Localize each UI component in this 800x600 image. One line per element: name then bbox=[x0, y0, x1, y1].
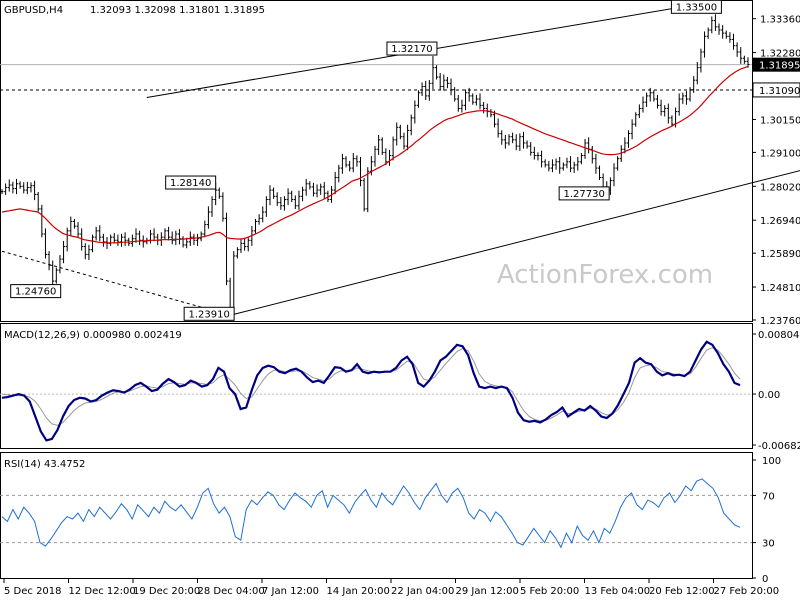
swing-label-box bbox=[670, 0, 722, 14]
price-panel bbox=[0, 0, 753, 322]
swing-label: 1.32170 bbox=[391, 44, 432, 55]
swing-label: 1.23910 bbox=[188, 309, 229, 320]
rsi-tick-label: 100 bbox=[762, 456, 781, 467]
x-tick-label: 29 Jan 12:00 bbox=[456, 586, 519, 597]
swing-label: 1.27730 bbox=[563, 189, 604, 200]
rsi-tick-label: 0 bbox=[762, 574, 768, 585]
price-tick-label: 1.29100 bbox=[760, 148, 800, 159]
x-tick-label: 20 Feb 12:00 bbox=[649, 586, 715, 597]
price-tick-label: 1.24810 bbox=[760, 283, 800, 294]
price-tick-label: 1.26940 bbox=[760, 216, 800, 227]
swing-label-box bbox=[165, 175, 217, 190]
x-tick-label: 22 Jan 04:00 bbox=[391, 586, 454, 597]
macd-signal-line bbox=[1, 347, 741, 426]
price-tick-label: 1.30150 bbox=[760, 115, 800, 126]
rsi-tick-label: 30 bbox=[762, 539, 775, 550]
macd-line bbox=[1, 340, 741, 442]
price-tick-label: 1.33360 bbox=[760, 15, 800, 26]
swing-label: 1.28140 bbox=[170, 178, 211, 189]
x-tick-label: 7 Jan 12:00 bbox=[262, 586, 319, 597]
rsi-line bbox=[1, 478, 741, 549]
level-price-tag bbox=[752, 82, 800, 98]
watermark-text: ActionForex.com bbox=[497, 260, 713, 290]
price-tick-label: 1.25890 bbox=[760, 249, 800, 260]
macd-label: MACD(12,26,9) 0.000980 0.002419 bbox=[4, 330, 182, 341]
lower-channel-line bbox=[230, 170, 800, 316]
x-tick-label: 12 Dec 12:00 bbox=[69, 586, 136, 597]
x-tick-label: 13 Feb 04:00 bbox=[585, 586, 651, 597]
level-price-label: 1.31090 bbox=[759, 86, 800, 97]
swing-label-box bbox=[558, 186, 610, 201]
x-tick-label: 27 Feb 20:00 bbox=[714, 586, 780, 597]
rsi-tick-label: 70 bbox=[762, 491, 775, 502]
dotted-support-line bbox=[1, 250, 231, 316]
x-tick-label: 5 Dec 2018 bbox=[4, 586, 62, 597]
swing-label-box bbox=[386, 41, 438, 56]
price-tick-label: 1.28020 bbox=[760, 182, 800, 193]
rsi-panel bbox=[0, 452, 753, 579]
swing-label: 1.24760 bbox=[15, 287, 56, 298]
x-tick-label: 19 Dec 20:00 bbox=[133, 586, 200, 597]
x-tick-label: 5 Feb 20:00 bbox=[520, 586, 579, 597]
swing-label-box bbox=[10, 284, 62, 299]
swing-label: 1.33500 bbox=[676, 2, 717, 13]
x-tick-label: 28 Dec 04:00 bbox=[198, 586, 265, 597]
swing-label-box bbox=[183, 306, 235, 321]
ohlc-readout: 1.32093 1.32098 1.31801 1.31895 bbox=[90, 5, 265, 16]
current-price-label: 1.31895 bbox=[759, 61, 800, 72]
macd-layer bbox=[0, 340, 752, 442]
price-tick-label: 1.23760 bbox=[760, 316, 800, 327]
symbol-timeframe: GBPUSD,H4 bbox=[4, 5, 63, 16]
axis-layer: 1.33360 1.32280 1.30150 1.29100 1.28020 1.269… bbox=[3, 15, 800, 597]
rsi-layer bbox=[0, 478, 752, 549]
macd-tick-label: 0.008044 bbox=[758, 330, 800, 341]
macd-panel bbox=[0, 323, 753, 449]
x-tick-label: 14 Jan 20:00 bbox=[327, 586, 390, 597]
price-layer: 1.24760 1.28140 1.23910 1.32170 1.27730 1.335… bbox=[0, 0, 800, 321]
rsi-label: RSI(14) 43.4752 bbox=[4, 459, 85, 470]
current-price-tag bbox=[753, 57, 800, 72]
moving-average-line bbox=[1, 65, 749, 244]
macd-tick-label: 0.00 bbox=[758, 390, 780, 401]
price-tick-label: 1.32280 bbox=[760, 49, 800, 60]
upper-channel-line bbox=[146, 0, 727, 98]
